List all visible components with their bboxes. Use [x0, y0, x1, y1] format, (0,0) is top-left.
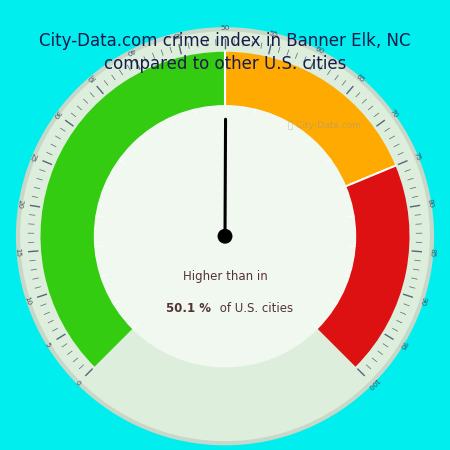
- Wedge shape: [317, 166, 410, 367]
- Text: 0: 0: [74, 380, 81, 387]
- Text: 50: 50: [220, 25, 230, 31]
- Text: City-Data.com crime index in Banner Elk, NC
compared to other U.S. cities: City-Data.com crime index in Banner Elk,…: [39, 32, 411, 73]
- Wedge shape: [225, 52, 396, 186]
- Text: 25: 25: [28, 151, 37, 162]
- Text: 85: 85: [429, 248, 436, 257]
- Text: 75: 75: [413, 151, 422, 162]
- Text: 100: 100: [365, 376, 379, 391]
- Circle shape: [218, 230, 232, 243]
- Text: 95: 95: [397, 339, 407, 351]
- Circle shape: [94, 106, 356, 367]
- Circle shape: [18, 29, 432, 443]
- Text: ⓘ City-Data.com: ⓘ City-Data.com: [288, 122, 360, 130]
- Text: 5: 5: [44, 342, 51, 349]
- Text: 90: 90: [418, 295, 427, 306]
- Text: 50.1 %: 50.1 %: [166, 302, 212, 315]
- Text: 55: 55: [268, 30, 279, 38]
- Text: 40: 40: [125, 46, 136, 56]
- Text: 70: 70: [388, 108, 399, 119]
- Text: 10: 10: [23, 295, 32, 306]
- Text: 30: 30: [51, 108, 62, 119]
- Text: Higher than in: Higher than in: [183, 270, 267, 283]
- Text: 60: 60: [314, 46, 325, 56]
- Text: 35: 35: [84, 73, 95, 83]
- Text: 45: 45: [171, 30, 182, 38]
- Text: 65: 65: [355, 73, 366, 83]
- Wedge shape: [40, 52, 225, 367]
- Text: 15: 15: [14, 248, 21, 257]
- Text: 80: 80: [427, 198, 434, 209]
- Text: 20: 20: [16, 198, 23, 209]
- Text: of U.S. cities: of U.S. cities: [216, 302, 293, 315]
